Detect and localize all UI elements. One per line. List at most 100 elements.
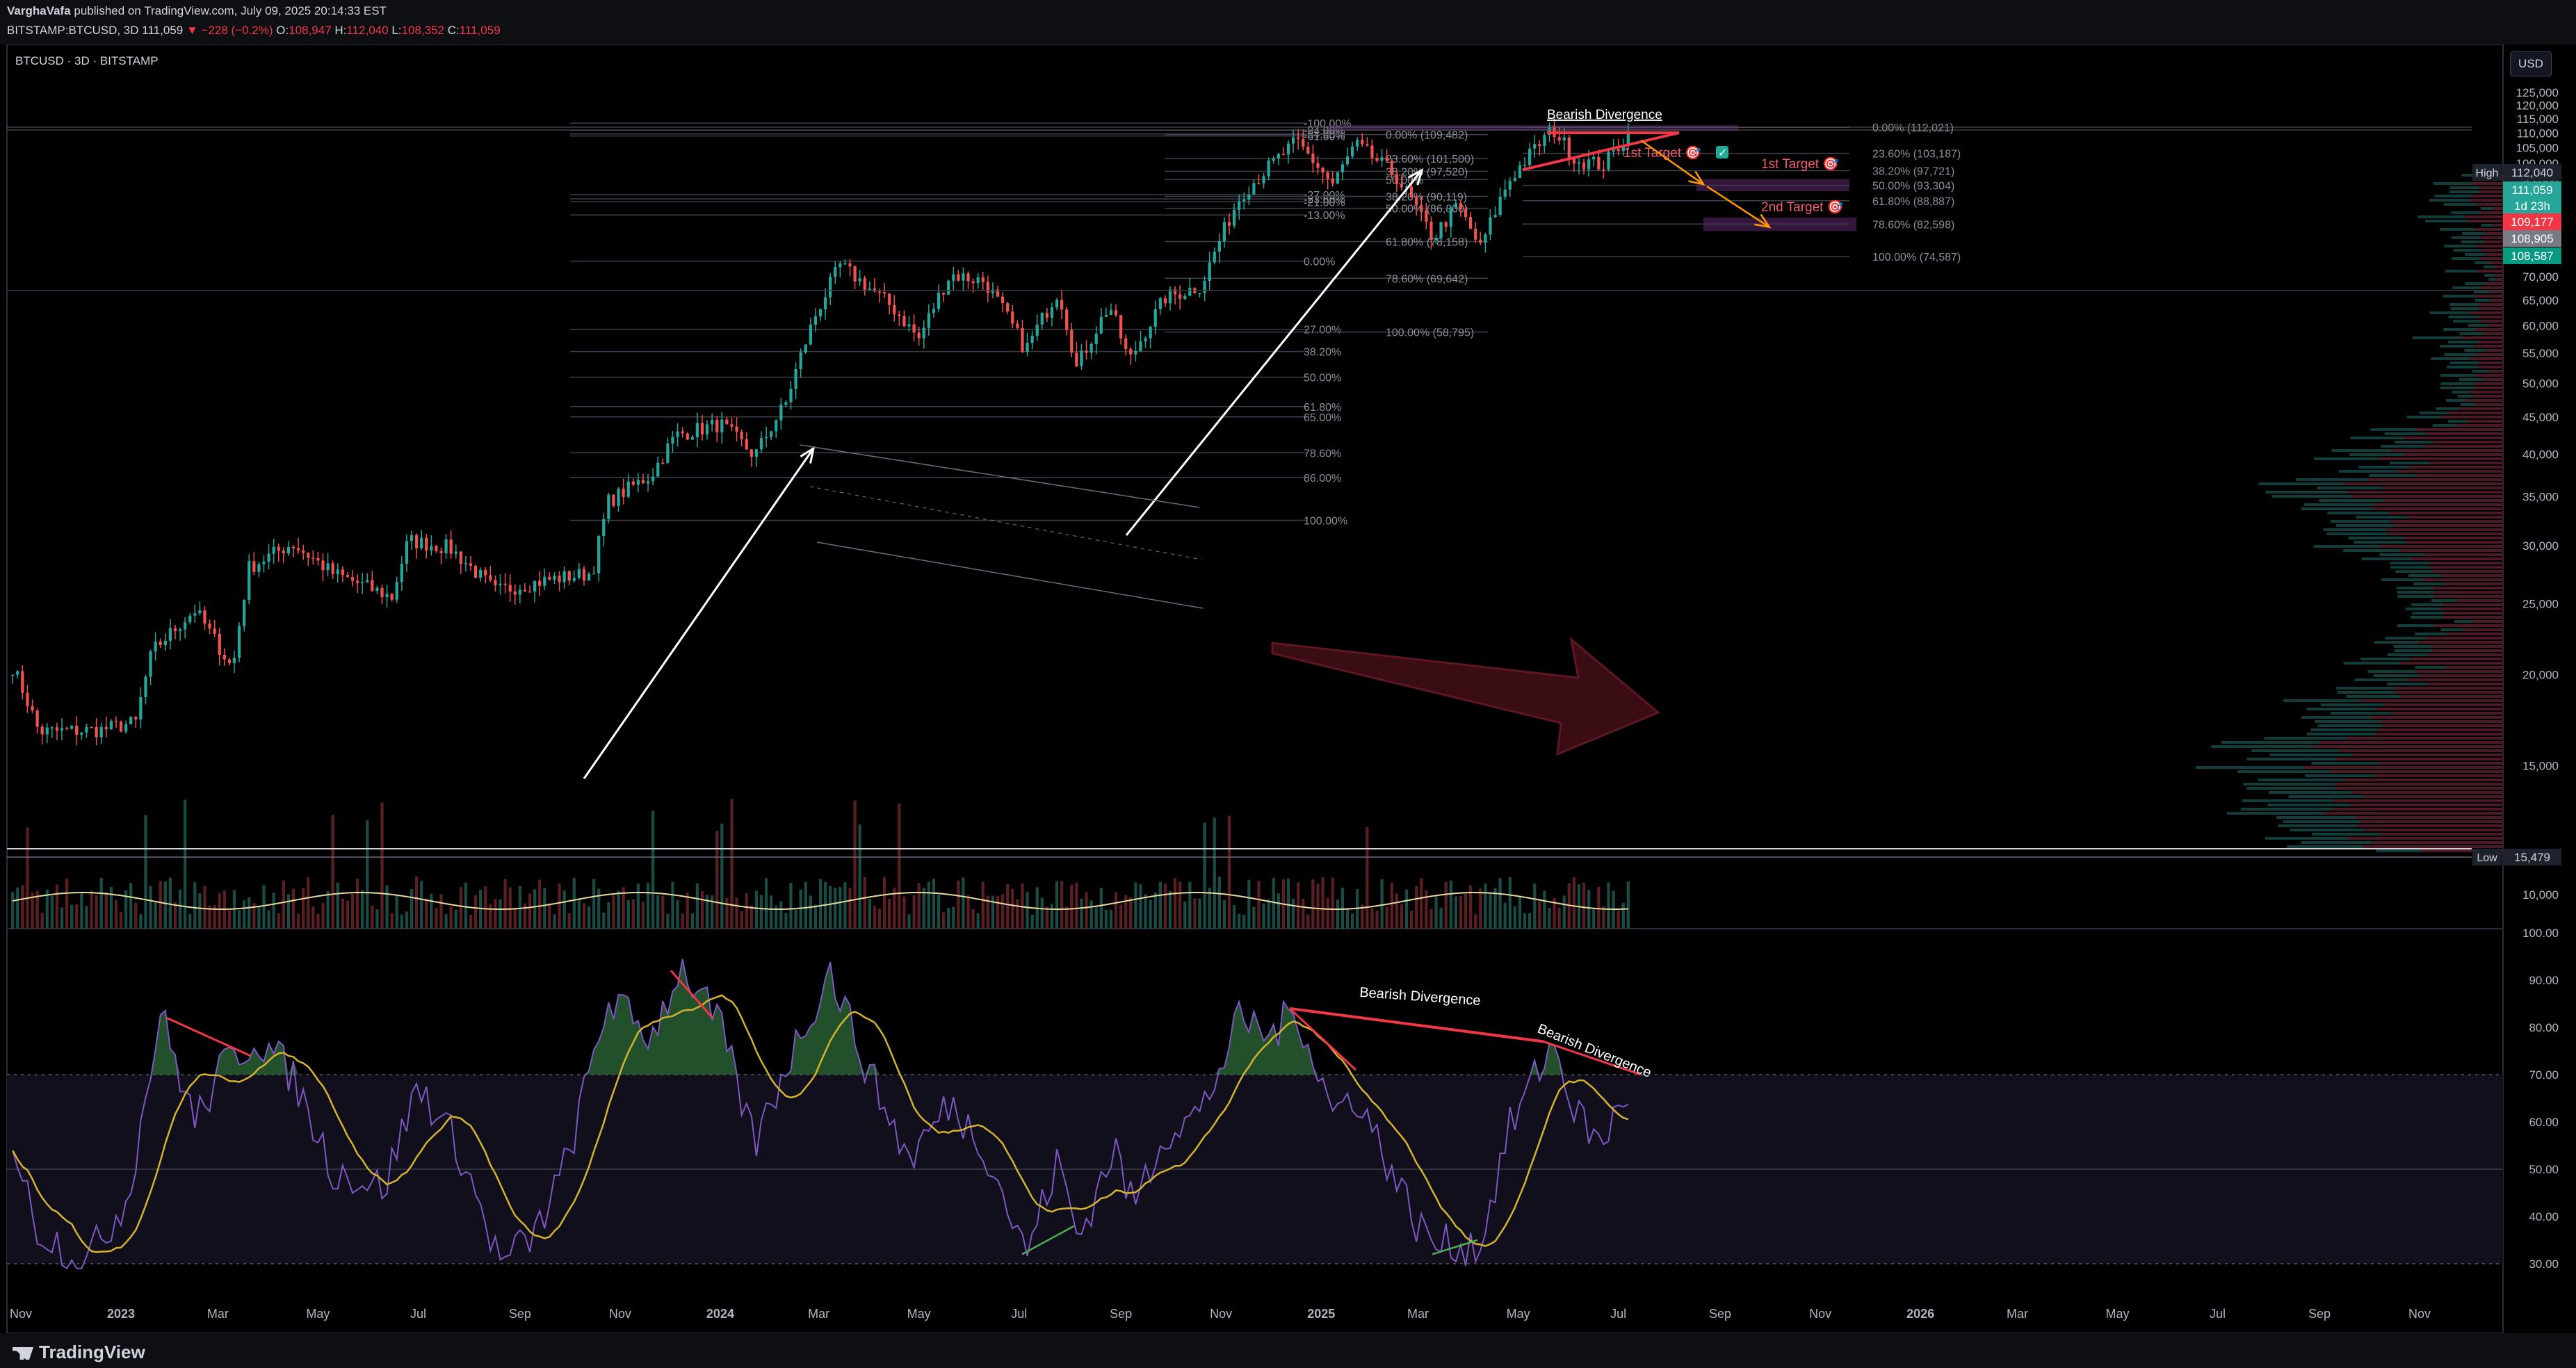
volume-profile-down (2470, 391, 2503, 393)
fib-label: 38.20% (1304, 347, 1341, 359)
volume-bar (11, 892, 15, 929)
volume-profile-down (2343, 779, 2503, 781)
rsi-divergence-end (1543, 1040, 1642, 1076)
volume-profile-up (2278, 824, 2357, 827)
rsi-tick-label: 70.00 (2529, 1068, 2559, 1082)
candle-body (198, 610, 202, 614)
volume-profile-up (2242, 799, 2333, 802)
volume-profile-down (2381, 720, 2503, 723)
candle-body (1533, 144, 1537, 149)
volume-profile-up (2338, 470, 2397, 473)
price-axis[interactable]: 125,000120,000115,000110,000105,000100,0… (2472, 44, 2576, 1333)
fib-label: 50.00% (93,304) (1872, 181, 1954, 193)
volume-bar (1602, 906, 1605, 929)
volume-profile-up (2474, 261, 2490, 264)
rsi-tick-label: 50.00 (2529, 1163, 2559, 1176)
candle-body (1050, 307, 1054, 318)
candle-body (725, 419, 729, 425)
volume-profile-up (2258, 779, 2344, 781)
volume-bar (681, 913, 684, 929)
candle-body (927, 313, 930, 328)
candle-body (361, 582, 364, 583)
candle-body (986, 282, 989, 293)
price-tag-2-bg (2503, 213, 2561, 230)
volume-profile-up (2413, 583, 2445, 585)
candle-body (380, 587, 384, 598)
volume-profile-down (2462, 628, 2503, 631)
volume-bar (922, 888, 925, 929)
candlestick-series (11, 117, 1630, 746)
volume-bar (31, 893, 34, 929)
candle-body (1326, 172, 1329, 179)
volume-profile-down (2378, 728, 2503, 731)
volume-bar (1449, 880, 1452, 929)
volume-profile-down (2427, 653, 2503, 656)
time-axis[interactable]: Nov 2023 Mar May Jul Sep Nov 2024 Mar May Jul Sep No… (10, 1307, 2431, 1321)
volume-profile-down (2480, 249, 2503, 252)
volume-profile-down (2391, 449, 2503, 452)
volume-bar (1375, 910, 1379, 929)
volume-bar (227, 910, 232, 929)
volume-bar (159, 881, 162, 929)
volume-profile-up (2227, 812, 2324, 815)
volume-bar (686, 893, 689, 929)
volume-profile-down (2470, 311, 2503, 314)
candle-body (1331, 178, 1334, 184)
volume-bar (740, 911, 743, 929)
candle-body (829, 277, 832, 298)
candle-body (489, 575, 492, 580)
volume-profile-down (2408, 466, 2503, 469)
fib-label: 78.60% (1304, 448, 1341, 459)
volume-bar (804, 881, 807, 929)
volume-profile-up (2385, 637, 2427, 640)
volume-bar (843, 882, 847, 929)
volume-bar (882, 877, 886, 929)
volume-profile-down (2459, 407, 2503, 410)
volume-bar (1503, 902, 1507, 929)
candle-body (1153, 309, 1157, 327)
volume-bar (562, 890, 566, 929)
candle-body (473, 565, 478, 578)
candle-body (1592, 156, 1596, 160)
volume-bar (548, 903, 551, 929)
volume-bar (1400, 904, 1404, 929)
first-target-label-top: 1st Target 🎯 (1623, 145, 1701, 161)
volume-profile-down (2474, 228, 2503, 231)
candle-body (444, 539, 448, 553)
volume-profile-up (2408, 574, 2442, 577)
volume-bar (607, 902, 610, 929)
volume-profile-down (2399, 549, 2503, 552)
volume-bar (188, 913, 192, 929)
candle-body (40, 726, 44, 735)
volume-bar (533, 889, 537, 929)
candle-body (1104, 315, 1108, 317)
price-tick-label: 20,000 (2522, 668, 2559, 681)
volume-bar (1257, 881, 1261, 929)
chart-canvas[interactable]: -100.00%-84.00%-64.00%-61.80%-27.00%-23.… (0, 44, 2576, 1333)
candle-body (154, 642, 157, 652)
volume-bar (1291, 898, 1295, 929)
volume-profile-up (2451, 236, 2480, 239)
volume-bar (981, 881, 985, 929)
candle-body (981, 277, 985, 282)
candle-body (947, 280, 950, 295)
candle-body (124, 724, 128, 732)
volume-bar (50, 895, 54, 929)
currency-button[interactable]: USD (2510, 51, 2552, 76)
candle-body (853, 266, 857, 282)
volume-profile-up (2412, 336, 2463, 339)
author-name[interactable]: VarghaVafa (7, 4, 71, 17)
volume-bar (21, 885, 24, 929)
volume-profile-up (2434, 195, 2472, 197)
time-tick-label: Mar (2007, 1307, 2028, 1321)
volume-bar (1538, 901, 1541, 929)
time-tick-label: Sep (509, 1307, 531, 1321)
volume-profile-down (2490, 291, 2503, 293)
candle-body (296, 548, 300, 551)
volume-profile-up (2419, 412, 2449, 414)
volume-profile-up (2305, 774, 2374, 777)
volume-bar (1390, 883, 1393, 929)
candle-body (1612, 149, 1615, 152)
volume-bar (676, 899, 679, 929)
volume-bar (1124, 895, 1128, 929)
